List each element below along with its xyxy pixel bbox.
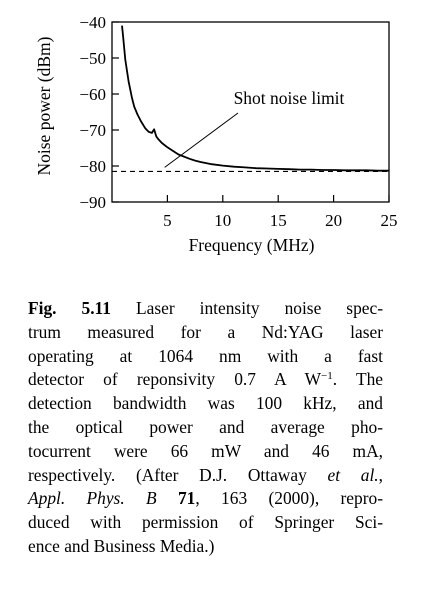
caption-text: , [378, 464, 383, 485]
x-tick-label: 5 [163, 211, 172, 230]
figure-caption: Fig. 5.11 Laser intensity noise spec-tru… [28, 297, 383, 559]
plot-frame [111, 21, 390, 203]
caption-line: duced with permission of Springer Sci- [28, 511, 383, 535]
caption-italic-text: Appl. Phys. B [28, 488, 157, 509]
x-tick-label: 20 [325, 211, 342, 230]
caption-italic-text: et al. [327, 464, 379, 485]
caption-text: ence and Business Media.) [28, 535, 215, 556]
caption-text: trum measured for a Nd:YAG laser [28, 321, 383, 342]
series-layer [112, 25, 389, 172]
y-tick-label: −50 [79, 49, 106, 68]
caption-line: operating at 1064 nm with a fast [28, 345, 383, 369]
x-tick-label: 25 [381, 211, 398, 230]
caption-line: the optical power and average pho- [28, 416, 383, 440]
x-tick-label: 15 [270, 211, 287, 230]
caption-bold-text: 71 [177, 488, 196, 509]
caption-text: , 163 (2000), repro- [195, 488, 383, 509]
noise-spectrum-line [121, 25, 389, 172]
caption-text: respectively. (After D.J. Ottaway [28, 464, 328, 485]
annotation-label: Shot noise limit [234, 88, 345, 108]
caption-line: Appl. Phys. B 71, 163 (2000), repro- [28, 487, 383, 511]
caption-figure-label: Fig. 5.11 [28, 298, 111, 318]
caption-line: Fig. 5.11 Laser intensity noise spec- [28, 297, 383, 321]
y-axis-label: Noise power (dBm) [34, 36, 54, 175]
caption-text: detector of reponsivity 0.7 A W [28, 369, 322, 390]
noise-spectrum-chart: −40 −50 −60 −70 −80 −90 5 10 15 20 25 Frequency (MH… [34, 13, 398, 255]
x-tick-label: 10 [214, 211, 231, 230]
axes [111, 21, 390, 203]
caption-line: ence and Business Media.) [28, 535, 383, 559]
caption-text: tocurrent were 66 mW and 46 mA, [28, 440, 383, 461]
caption-text: operating at 1064 nm with a fast [28, 345, 383, 366]
labels-layer: −40 −50 −60 −70 −80 −90 5 10 15 20 25 Frequency (MH… [34, 13, 398, 255]
caption-line: tocurrent were 66 mW and 46 mA, [28, 440, 383, 464]
caption-text [157, 488, 178, 508]
caption-line: trum measured for a Nd:YAG laser [28, 321, 383, 345]
y-tick-label: −80 [79, 157, 106, 176]
caption-line: respectively. (After D.J. Ottaway et al.… [28, 464, 383, 488]
caption-text: Laser intensity noise spec- [111, 298, 383, 318]
caption-superscript: −1 [321, 370, 333, 383]
y-tick-label: −90 [79, 193, 106, 212]
caption-text: duced with permission of Springer Sci- [28, 512, 383, 533]
noise-spectrum-figure: −40 −50 −60 −70 −80 −90 5 10 15 20 25 Frequency (MH… [0, 0, 426, 290]
annotation-leader-line [164, 112, 239, 168]
y-tick-label: −40 [79, 13, 106, 32]
caption-line: detection bandwidth was 100 kHz, and [28, 392, 383, 416]
caption-text: detection bandwidth was 100 kHz, and [28, 393, 383, 414]
caption-text: the optical power and average pho- [28, 416, 383, 437]
y-tick-label: −70 [79, 121, 106, 140]
x-axis-label: Frequency (MHz) [189, 235, 315, 255]
caption-text: . The [332, 369, 384, 390]
y-tick-label: −60 [79, 85, 106, 104]
caption-line: detector of reponsivity 0.7 A W−1. The [28, 368, 383, 392]
